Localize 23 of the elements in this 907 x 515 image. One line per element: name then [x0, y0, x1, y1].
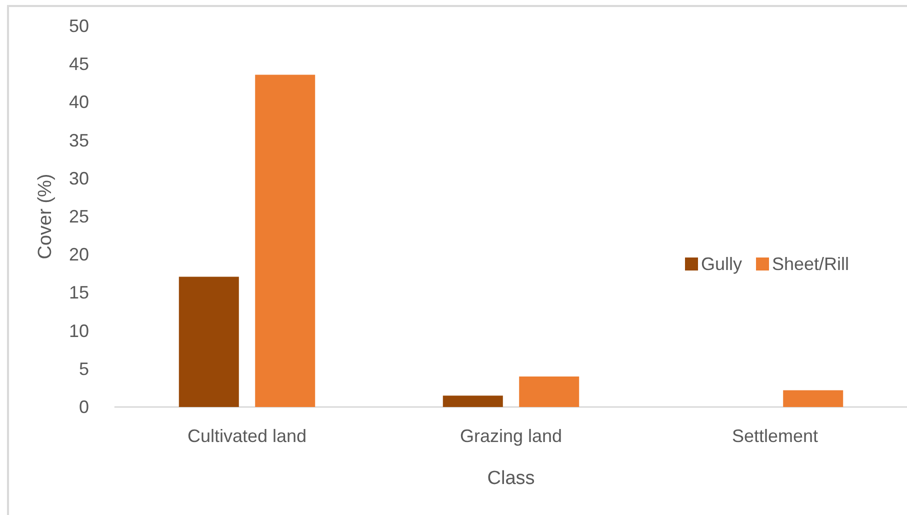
y-axis-title: Cover (%) — [35, 174, 56, 260]
y-tick-label: 20 — [68, 244, 89, 265]
y-tick-label: 5 — [78, 358, 89, 379]
x-tick-label: Cultivated land — [187, 426, 307, 446]
y-tick-label: 35 — [68, 130, 89, 150]
y-tick-label: 45 — [68, 54, 89, 74]
x-axis-title: Class — [487, 468, 535, 489]
legend-label: Gully — [701, 254, 742, 274]
bar — [519, 376, 580, 407]
bar — [255, 74, 316, 407]
x-tick-label: Settlement — [732, 426, 818, 446]
y-tick-label: 30 — [68, 168, 89, 188]
bar — [442, 396, 503, 407]
y-tick-label: 0 — [78, 397, 89, 417]
legend-label: Sheet/Rill — [772, 254, 850, 274]
bar — [783, 390, 844, 407]
y-tick-label: 15 — [68, 282, 89, 303]
y-tick-label: 40 — [68, 92, 89, 112]
y-tick-label: 50 — [68, 16, 89, 36]
y-tick-label: 10 — [68, 320, 89, 341]
x-tick-label: Grazing land — [460, 426, 562, 446]
y-tick-label: 25 — [68, 206, 89, 226]
bar — [178, 276, 239, 407]
